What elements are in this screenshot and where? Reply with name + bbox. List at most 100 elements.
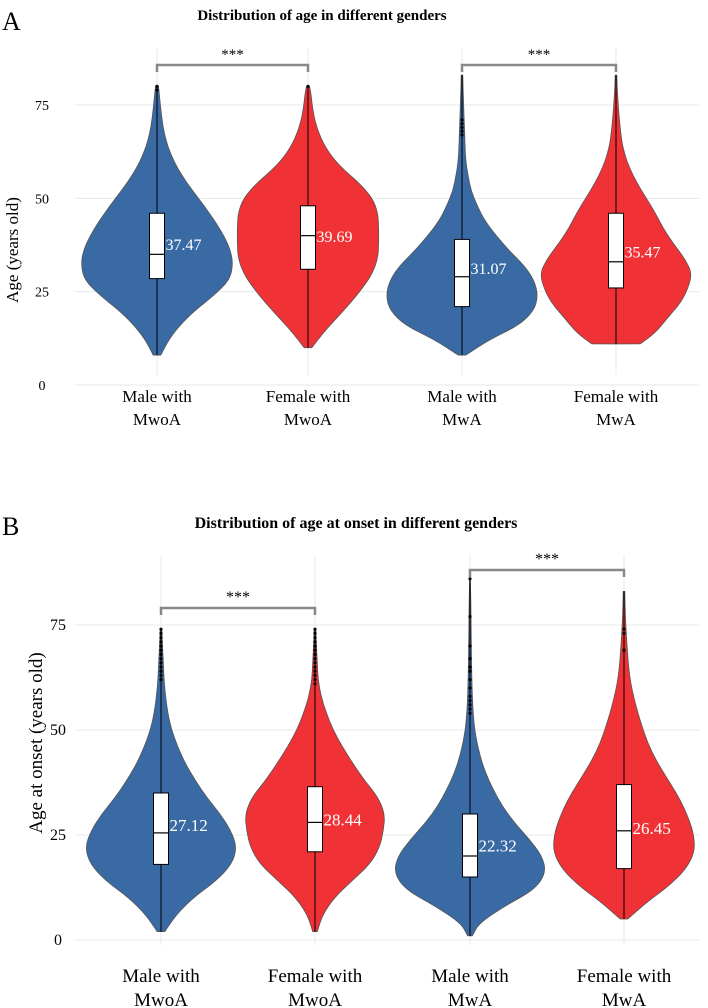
panel-label: A: [2, 7, 21, 36]
mean-label: 28.44: [324, 811, 363, 830]
violin-group: 31.07 Male with MwA: [386, 74, 538, 429]
outlier-point: [313, 657, 317, 661]
x-tick-label: Female with: [266, 387, 351, 406]
outlier-point: [622, 648, 626, 652]
panel-label: B: [2, 512, 19, 541]
outlier-point: [159, 657, 163, 661]
mean-label: 35.47: [625, 245, 661, 262]
box: [462, 813, 478, 878]
box: [153, 792, 169, 865]
y-tick-label: 0: [39, 379, 46, 394]
outlier-point: [468, 657, 472, 661]
chart-title: Distribution of age at onset in differen…: [195, 515, 518, 532]
y-axis-label: Age (years old): [3, 197, 22, 303]
outlier-point: [468, 615, 472, 619]
outlier-point: [460, 122, 464, 126]
box: [149, 212, 165, 280]
violin-group: 37.47 Male with MwoA: [81, 84, 233, 429]
outlier-point: [159, 652, 163, 657]
violin-group: 39.69 Female with MwoA: [236, 84, 380, 429]
outlier-point: [468, 665, 472, 669]
outlier-point: [313, 661, 317, 665]
x-tick-label: Male with: [431, 966, 509, 987]
outlier-point: [313, 631, 317, 636]
outlier-point: [159, 631, 163, 636]
outlier-point: [460, 129, 464, 133]
y-tick-label: 75: [35, 99, 49, 114]
outlier-point: [313, 673, 317, 678]
significance-bracket: ***: [468, 551, 626, 577]
outlier-point: [313, 665, 317, 669]
outlier-point: [468, 694, 472, 699]
outlier-point: [159, 673, 163, 678]
outlier-point: [313, 644, 317, 648]
violin-group: 28.44 Female with MwoA: [245, 627, 385, 1008]
outlier-point: [313, 648, 317, 652]
bracket-line: [155, 63, 310, 72]
significance-label: ***: [226, 589, 250, 606]
violin-group: 26.45 Female with MwA: [553, 591, 695, 1008]
bracket-line: [159, 606, 317, 615]
violin-group: 22.32 Male with MwA: [395, 577, 545, 1008]
outlier-point: [468, 644, 472, 648]
outlier-point: [159, 678, 163, 682]
outlier-point: [468, 678, 472, 682]
violin-group: 27.12 Male with MwoA: [86, 627, 236, 1008]
box: [300, 205, 316, 270]
significance-bracket: ***: [460, 47, 618, 72]
y-tick-label: 25: [35, 286, 49, 301]
mean-label: 27.12: [170, 816, 208, 835]
outlier-point: [159, 661, 163, 665]
y-tick-label: 50: [35, 192, 49, 207]
significance-label: ***: [535, 551, 559, 568]
outlier-point: [313, 636, 317, 640]
outlier-point: [313, 627, 317, 631]
significance-label: ***: [528, 47, 551, 63]
y-tick-label: 75: [50, 617, 66, 634]
mean-label: 22.32: [479, 836, 517, 855]
outlier-point: [159, 640, 163, 644]
x-tick-label: Female with: [574, 387, 659, 406]
outlier-point: [155, 88, 159, 92]
outlier-point: [468, 577, 472, 581]
outlier-point: [468, 711, 472, 715]
y-tick-label: 50: [50, 722, 66, 739]
box: [307, 786, 323, 853]
outlier-point: [159, 636, 163, 640]
outlier-point: [622, 627, 626, 631]
x-tick-label: Male with: [122, 387, 192, 406]
x-tick-label: Male with: [427, 387, 497, 406]
outlier-point: [468, 707, 472, 711]
outlier-point: [460, 125, 464, 129]
y-tick-label: 25: [50, 827, 66, 844]
outlier-point: [460, 118, 464, 122]
box: [608, 212, 624, 289]
mean-label: 26.45: [633, 819, 671, 838]
x-tick-label: Female with: [577, 966, 672, 987]
outlier-point: [159, 648, 163, 652]
outlier-point: [313, 640, 317, 644]
x-tick-label: MwA: [442, 410, 482, 429]
box: [616, 784, 632, 870]
outlier-point: [306, 84, 310, 88]
outlier-point: [155, 84, 159, 88]
violin-group: 35.47 Female with MwA: [540, 74, 692, 429]
panel-a: A Distribution of age in different gender…: [2, 7, 700, 429]
outlier-point: [313, 678, 317, 682]
significance-label: ***: [221, 47, 244, 63]
outlier-point: [460, 133, 464, 137]
outlier-point: [468, 686, 472, 690]
outlier-point: [313, 652, 317, 657]
x-tick-label: MwoA: [134, 990, 188, 1008]
x-tick-label: Female with: [268, 966, 363, 987]
outlier-point: [313, 669, 317, 673]
outlier-point: [159, 644, 163, 648]
mean-label: 31.07: [471, 261, 507, 278]
outlier-point: [159, 669, 163, 673]
y-axis-label: Age at onset (years old): [26, 652, 47, 834]
x-tick-label: MwoA: [284, 410, 333, 429]
mean-label: 37.47: [166, 237, 202, 254]
y-tick-label: 0: [54, 932, 62, 949]
x-tick-label: MwoA: [133, 410, 182, 429]
